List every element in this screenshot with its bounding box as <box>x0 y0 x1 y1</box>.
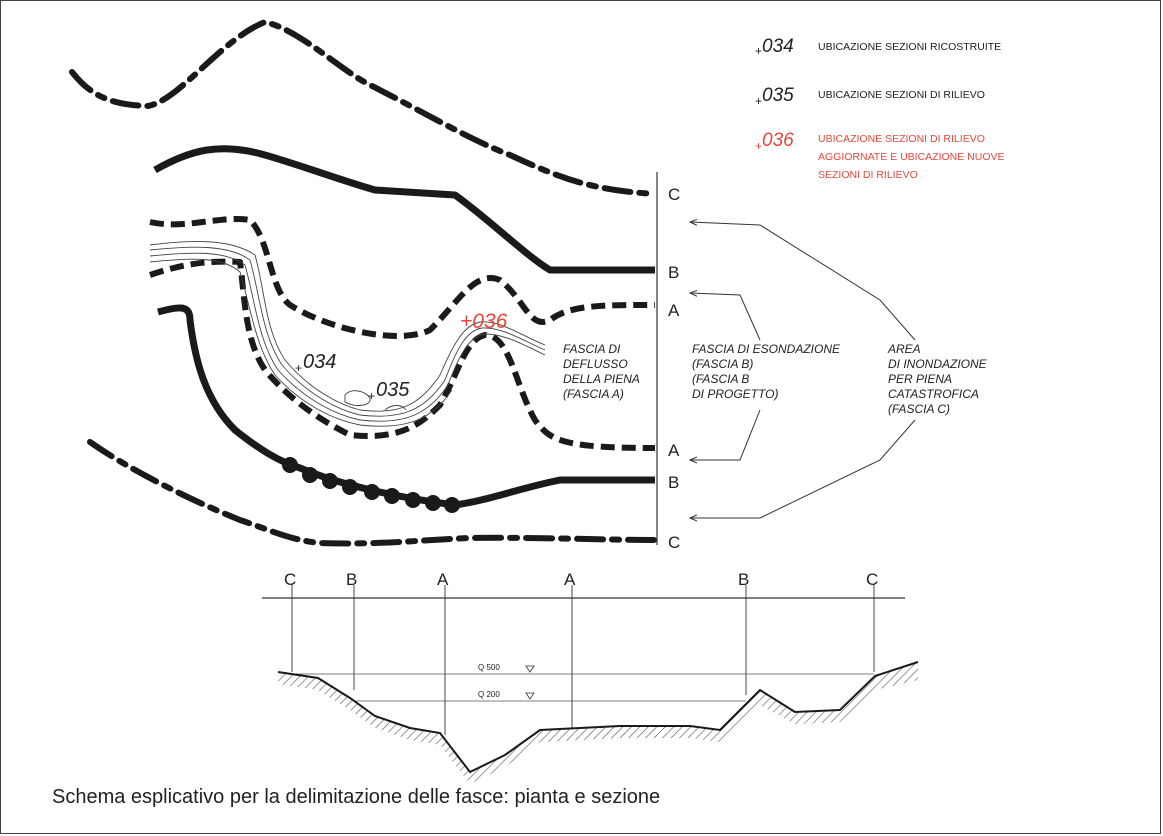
legend-code-034: 034 <box>762 36 794 57</box>
zone-label-fascia-c: AREA DI INONDAZIONE PER PIENA CATASTROFI… <box>887 342 988 416</box>
legend-plus-3: + <box>755 139 762 153</box>
svg-text:(FASCIA B: (FASCIA B <box>692 372 749 386</box>
boundary-c-bottom <box>87 439 658 547</box>
svg-text:FASCIA DI ESONDAZIONE: FASCIA DI ESONDAZIONE <box>692 342 841 356</box>
leader-arrows <box>690 222 916 518</box>
svg-text:Q 500: Q 500 <box>478 663 500 672</box>
svg-text:DI PROGETTO): DI PROGETTO) <box>692 387 778 401</box>
ground-hatching <box>278 662 918 784</box>
svg-text:A: A <box>437 570 449 589</box>
svg-text:PER PIENA: PER PIENA <box>888 372 952 386</box>
svg-text:B: B <box>738 570 749 589</box>
legend-text-036-line1: UBICAZIONE SEZIONI DI RILIEVO <box>818 133 985 145</box>
svg-text:B: B <box>346 570 357 589</box>
svg-text:FASCIA DI: FASCIA DI <box>563 342 621 356</box>
water-levels: Q 500 Q 200 <box>292 663 874 702</box>
boundary-a-bottom <box>149 258 656 451</box>
figure-caption: Schema esplicativo per la delimitazione … <box>52 786 661 808</box>
boundary-c-top <box>69 18 658 197</box>
legend-code-036: 036 <box>762 130 794 151</box>
river-channel <box>149 241 546 427</box>
ground-profile <box>277 661 919 774</box>
svg-text:CATASTROFICA: CATASTROFICA <box>888 387 979 401</box>
label-b-top: B <box>668 263 679 282</box>
legend-text-035: UBICAZIONE SEZIONI DI RILIEVO <box>818 89 985 101</box>
marker-plus-034: + <box>295 361 302 375</box>
zone-label-fascia-b: FASCIA DI ESONDAZIONE (FASCIA B) (FASCIA… <box>692 342 841 401</box>
legend-text-036-line3: SEZIONI DI RILIEVO <box>818 169 918 181</box>
zone-label-fascia-a: FASCIA DI DEFLUSSO DELLA PIENA (FASCIA A… <box>563 342 640 401</box>
marker-035: 035 <box>376 379 410 401</box>
svg-text:(FASCIA C): (FASCIA C) <box>888 402 950 416</box>
boundary-a-top <box>149 215 656 339</box>
label-a-bottom: A <box>668 441 680 460</box>
legend-text-036-line2: AGGIORNATE E UBICAZIONE NUOVE <box>818 151 1005 163</box>
legend-plus-1: + <box>755 44 762 58</box>
section-letters: C B A A B C <box>284 570 878 589</box>
label-a-top: A <box>668 301 680 320</box>
marker-034: 034 <box>303 351 336 373</box>
svg-text:(FASCIA A): (FASCIA A) <box>563 387 624 401</box>
svg-text:A: A <box>564 570 576 589</box>
svg-text:DI INONDAZIONE: DI INONDAZIONE <box>888 357 988 371</box>
legend-code-035: 035 <box>762 85 794 106</box>
svg-text:C: C <box>284 570 296 589</box>
svg-text:DEFLUSSO: DEFLUSSO <box>563 357 628 371</box>
legend-text-034: UBICAZIONE SEZIONI RICOSTRUITE <box>818 41 1001 53</box>
section-verticals <box>291 585 875 735</box>
legend-plus-2: + <box>755 94 762 108</box>
marker-036: +036 <box>460 310 508 333</box>
marker-plus-035: + <box>368 389 375 403</box>
svg-text:DELLA PIENA: DELLA PIENA <box>563 372 640 386</box>
svg-text:AREA: AREA <box>887 342 921 356</box>
legend: + 034 UBICAZIONE SEZIONI RICOSTRUITE + 0… <box>755 36 1005 181</box>
svg-text:Q 200: Q 200 <box>478 690 500 699</box>
boundary-b-dots <box>282 457 460 513</box>
label-c-bottom: C <box>668 533 680 552</box>
label-c-top: C <box>668 185 680 204</box>
svg-text:(FASCIA B): (FASCIA B) <box>692 357 753 371</box>
boundary-b-top <box>153 145 655 274</box>
label-b-bottom: B <box>668 473 679 492</box>
svg-text:C: C <box>866 570 878 589</box>
